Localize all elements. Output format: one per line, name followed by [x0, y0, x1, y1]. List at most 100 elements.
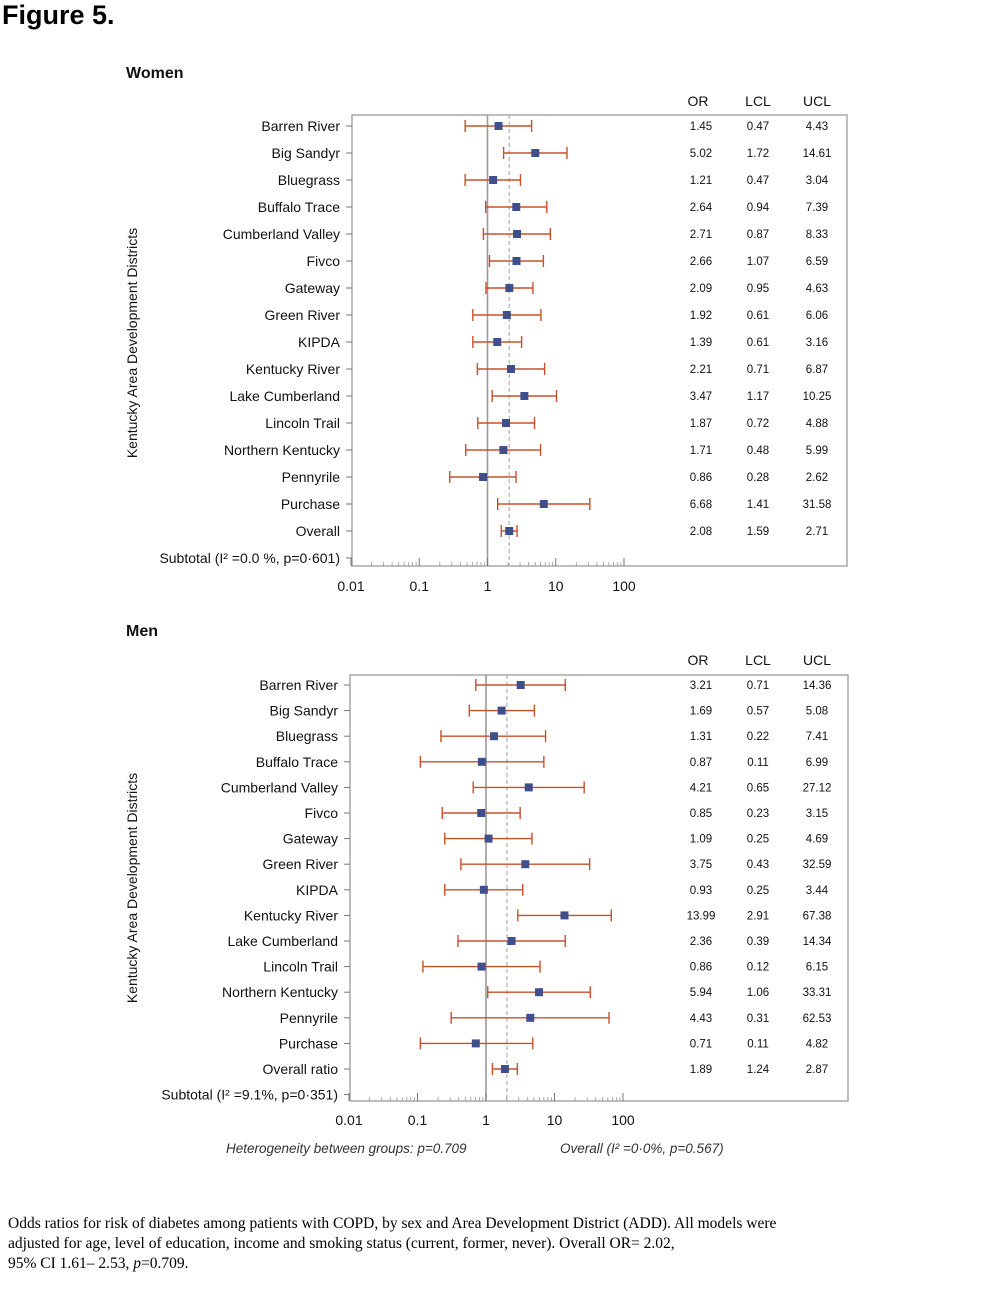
- or-value: 4.43: [690, 1013, 712, 1025]
- or-value: 4.21: [690, 782, 712, 794]
- ucl-value: 3.16: [806, 337, 828, 349]
- panel-title: Men: [126, 623, 158, 640]
- odds-ratio-marker: [516, 681, 525, 689]
- lcl-value: 0.25: [747, 885, 769, 897]
- caption-p-symbol: p: [133, 1255, 142, 1272]
- row-label: Barren River: [259, 677, 338, 693]
- or-value: 0.85: [690, 808, 712, 820]
- odds-ratio-marker: [471, 1039, 480, 1048]
- ucl-value: 6.87: [806, 364, 828, 376]
- row-label: KIPDA: [298, 334, 341, 350]
- odds-ratio-marker: [497, 706, 506, 715]
- caption-line-3: 95% CI 1.61– 2.53, p=0.709.: [8, 1254, 978, 1274]
- caption-ci: 95% CI 1.61– 2.53,: [8, 1255, 134, 1272]
- row-label: Cumberland Valley: [223, 226, 340, 242]
- row-label: Lincoln Trail: [263, 959, 338, 975]
- ucl-value: 67.38: [803, 910, 832, 922]
- lcl-value: 0.47: [747, 121, 769, 133]
- row-label: Northern Kentucky: [222, 984, 338, 1000]
- odds-ratio-marker: [502, 311, 511, 319]
- odds-ratio-marker: [560, 911, 569, 920]
- lcl-value: 0.12: [747, 962, 769, 974]
- panel-title: Women: [126, 65, 183, 82]
- odds-ratio-marker: [490, 732, 499, 741]
- x-tick-label: 100: [611, 1112, 635, 1128]
- odds-ratio-marker: [477, 962, 486, 971]
- lcl-value: 0.39: [747, 936, 769, 948]
- or-value: 1.87: [690, 418, 712, 430]
- or-value: 1.89: [690, 1064, 712, 1076]
- x-tick-label: 0.1: [408, 1112, 428, 1128]
- ucl-value: 32.59: [803, 859, 832, 871]
- ucl-value: 5.08: [806, 706, 828, 718]
- or-value: 2.09: [690, 283, 712, 295]
- ucl-value: 3.44: [806, 885, 829, 897]
- column-header-or: OR: [688, 93, 709, 109]
- or-value: 1.21: [690, 175, 712, 187]
- row-label: Buffalo Trace: [256, 754, 338, 770]
- or-value: 2.64: [690, 202, 713, 214]
- lcl-value: 0.23: [747, 808, 769, 820]
- or-value: 1.45: [690, 121, 712, 133]
- or-value: 2.21: [690, 364, 712, 376]
- row-label: Barren River: [261, 118, 340, 134]
- x-tick-label: 10: [547, 1112, 563, 1128]
- or-value: 1.69: [690, 706, 712, 718]
- ucl-value: 10.25: [803, 391, 832, 403]
- lcl-value: 0.28: [747, 472, 769, 484]
- lcl-value: 1.17: [747, 391, 769, 403]
- odds-ratio-marker: [521, 860, 530, 869]
- row-label: Green River: [263, 856, 339, 872]
- ucl-value: 6.15: [806, 962, 828, 974]
- or-value: 3.21: [690, 680, 712, 692]
- odds-ratio-marker: [479, 885, 488, 894]
- odds-ratio-marker: [484, 834, 493, 843]
- odds-ratio-marker: [489, 176, 498, 184]
- x-tick-label: 0.01: [337, 578, 364, 594]
- or-value: 2.08: [690, 526, 712, 538]
- y-axis-label: Kentucky Area Development Districts: [124, 228, 140, 458]
- odds-ratio-marker: [499, 446, 508, 454]
- ucl-value: 7.39: [806, 202, 828, 214]
- or-value: 0.71: [690, 1038, 712, 1050]
- x-tick-label: 10: [548, 578, 564, 594]
- odds-ratio-marker: [535, 988, 544, 997]
- figure-title: Figure 5.: [2, 0, 115, 30]
- odds-ratio-marker: [493, 338, 502, 346]
- lcl-value: 0.57: [747, 706, 769, 718]
- ucl-value: 4.43: [806, 121, 828, 133]
- or-value: 5.02: [690, 148, 712, 160]
- lcl-value: 0.61: [747, 337, 769, 349]
- row-label: Gateway: [283, 831, 338, 847]
- row-label: Pennyrile: [282, 469, 341, 485]
- column-header-ucl: UCL: [803, 93, 831, 109]
- column-header-lcl: LCL: [745, 93, 771, 109]
- lcl-value: 0.72: [747, 418, 769, 430]
- row-label: Bluegrass: [278, 172, 340, 188]
- lcl-value: 0.87: [747, 229, 769, 241]
- column-header-or: OR: [688, 652, 709, 668]
- row-label: Purchase: [281, 496, 340, 512]
- or-value: 5.94: [690, 987, 713, 999]
- odds-ratio-marker: [505, 527, 514, 535]
- ucl-value: 27.12: [803, 782, 832, 794]
- ucl-value: 3.15: [806, 808, 828, 820]
- lcl-value: 0.11: [747, 1038, 769, 1050]
- lcl-value: 0.11: [747, 757, 769, 769]
- odds-ratio-marker: [512, 257, 521, 265]
- row-label: Lake Cumberland: [229, 388, 340, 404]
- ucl-value: 6.59: [806, 256, 828, 268]
- row-label: Lincoln Trail: [265, 415, 340, 431]
- odds-ratio-marker: [477, 757, 486, 766]
- lcl-value: 0.71: [747, 680, 769, 692]
- odds-ratio-marker: [502, 419, 511, 427]
- x-tick-label: 0.01: [335, 1112, 362, 1128]
- or-value: 2.71: [690, 229, 712, 241]
- lcl-value: 1.41: [747, 499, 769, 511]
- odds-ratio-marker: [477, 809, 486, 817]
- odds-ratio-marker: [531, 149, 540, 157]
- lcl-value: 2.91: [747, 910, 769, 922]
- row-label: Pennyrile: [280, 1010, 339, 1026]
- lcl-value: 1.72: [747, 148, 769, 160]
- lcl-value: 0.25: [747, 834, 769, 846]
